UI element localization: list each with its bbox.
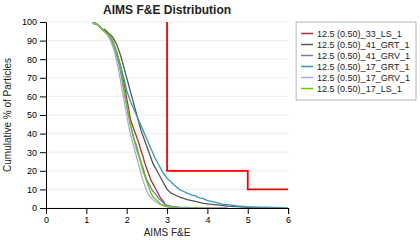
- tick-label: 2: [125, 215, 130, 225]
- legend-label: 12.5 (0.50)_41_GRV_1: [317, 51, 410, 61]
- tick: 60: [27, 92, 46, 102]
- tick: 50: [27, 110, 46, 120]
- lines: [92, 22, 288, 208]
- tick: 0: [44, 208, 49, 225]
- legend-label: 12.5 (0.50)_17_LS_1: [317, 84, 402, 94]
- tick: 0: [32, 203, 46, 213]
- tick-label: 40: [27, 129, 37, 139]
- tick-mark: [40, 208, 46, 209]
- legend-frame: [296, 22, 416, 100]
- series-line: [92, 22, 272, 208]
- tick-label: 0: [44, 215, 49, 225]
- tick: 6: [286, 208, 291, 225]
- tick: 70: [27, 73, 46, 83]
- tick-label: 100: [22, 17, 37, 27]
- tick-label: 10: [27, 185, 37, 195]
- tick: 2: [125, 208, 130, 225]
- legend-swatch: [301, 33, 313, 35]
- tick: 10: [27, 185, 46, 195]
- tick-label: 0: [32, 203, 37, 213]
- legend-swatch: [301, 88, 313, 90]
- axis-line: [40, 23, 47, 209]
- tick-label: 50: [27, 110, 37, 120]
- tick-mark: [40, 115, 46, 116]
- legend-label: 12.5 (0.50)_41_GRT_1: [317, 40, 409, 50]
- tick: 4: [205, 208, 210, 225]
- legend-label: 12.5 (0.50)_17_GRV_1: [317, 73, 410, 83]
- tick-mark: [40, 189, 46, 190]
- spec-line: [167, 22, 288, 189]
- series-line: [92, 22, 219, 208]
- x-axis: 0 1 2 3 4 5 6: [44, 208, 291, 225]
- tick-mark: [86, 208, 87, 214]
- legend-swatch: [301, 77, 313, 79]
- tick-label: 1: [84, 215, 89, 225]
- tick-label: 6: [286, 215, 291, 225]
- y-axis-title: Cumulative % of Particles: [2, 58, 13, 172]
- tick: 40: [27, 129, 46, 139]
- tick-label: 5: [246, 215, 251, 225]
- tick-label: 3: [165, 215, 170, 225]
- series-line: [92, 22, 203, 208]
- tick: 20: [27, 166, 46, 176]
- y-axis: 0 10 20 30 40 50 60 70 80 90 100: [22, 17, 47, 213]
- tick: 100: [22, 17, 46, 27]
- tick-mark: [288, 208, 289, 214]
- tick-mark: [127, 208, 128, 214]
- tick-label: 20: [27, 166, 37, 176]
- tick-mark: [167, 208, 168, 214]
- tick-mark: [40, 22, 46, 23]
- tick-mark: [248, 208, 249, 214]
- tick-mark: [207, 208, 208, 214]
- tick-label: 4: [205, 215, 210, 225]
- legend-swatch: [301, 44, 313, 46]
- axis-line: [47, 209, 289, 215]
- tick-mark: [40, 96, 46, 97]
- series-line: [92, 22, 219, 208]
- tick-mark: [40, 134, 46, 135]
- tick-label: 60: [27, 92, 37, 102]
- legend-label: 12.5 (0.50)_33_LS_1: [317, 29, 402, 39]
- tick-label: 80: [27, 55, 37, 65]
- chart: 01234560102030405060708090100AIMS F&E Di…: [0, 0, 420, 240]
- tick: 30: [27, 148, 46, 158]
- tick-label: 90: [27, 36, 37, 46]
- tick: 90: [27, 36, 46, 46]
- tick-mark: [40, 152, 46, 153]
- grid: [46, 22, 288, 208]
- plot: 01234560102030405060708090100: [22, 17, 291, 225]
- legend-label: 12.5 (0.50)_17_GRT_1: [317, 62, 409, 72]
- tick-label: 30: [27, 148, 37, 158]
- series-line: [92, 22, 227, 208]
- legend-swatch: [301, 55, 313, 57]
- tick: 5: [246, 208, 251, 225]
- tick-mark: [40, 41, 46, 42]
- title: AIMS F&E Distribution: [103, 3, 231, 17]
- series-line: [94, 22, 288, 208]
- legend: 12.5 (0.50)_33_LS_112.5 (0.50)_41_GRT_11…: [296, 22, 416, 100]
- legend-swatch: [301, 66, 313, 68]
- tick-mark: [40, 171, 46, 172]
- tick-mark: [40, 59, 46, 60]
- tick-label: 70: [27, 73, 37, 83]
- x-axis-title: AIMS F&E: [144, 227, 191, 238]
- tick: 80: [27, 55, 46, 65]
- tick: 3: [165, 208, 170, 225]
- tick-mark: [40, 78, 46, 79]
- tick: 1: [84, 208, 89, 225]
